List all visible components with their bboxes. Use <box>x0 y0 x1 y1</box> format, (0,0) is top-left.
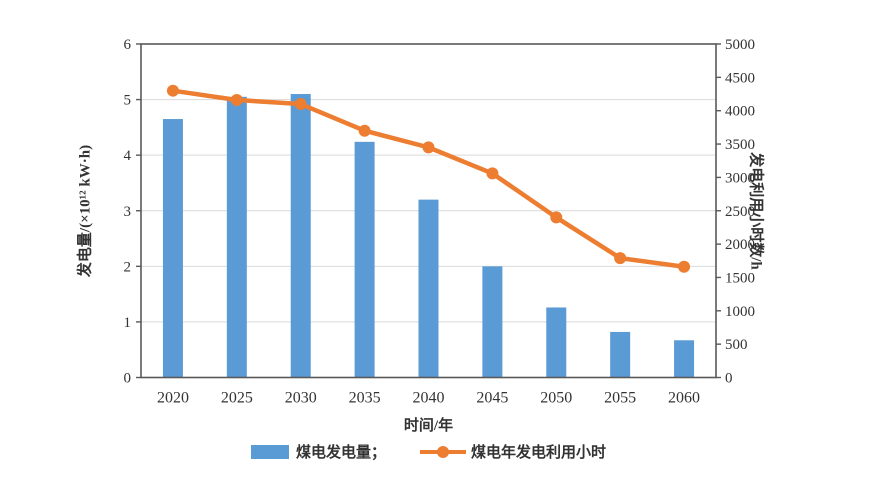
right-axis-tick-label: 500 <box>725 337 748 353</box>
x-axis-tick-label: 2020 <box>157 390 189 407</box>
line-point-2040 <box>422 141 435 154</box>
bar-2020 <box>162 119 183 378</box>
bar-2055 <box>610 331 631 378</box>
left-axis-tick-label: 4 <box>124 148 132 164</box>
line-swatch-marker <box>437 445 449 458</box>
left-axis-tick-label: 6 <box>124 37 132 53</box>
line-point-2055 <box>614 252 627 265</box>
bar-2045 <box>482 266 503 378</box>
right-axis-tick-label: 5000 <box>725 37 755 53</box>
legend-bar-label: 煤电发电量； <box>295 445 386 461</box>
legend-item-line: 煤电年发电利用小时 <box>420 441 606 462</box>
line-point-2020 <box>166 84 179 97</box>
bar-2060 <box>674 340 695 378</box>
x-axis-tick-label: 2050 <box>540 390 572 407</box>
bar-2030 <box>290 94 311 378</box>
bar-2035 <box>354 141 375 378</box>
bar-2040 <box>418 199 439 378</box>
right-axis-tick-label: 1000 <box>725 304 755 320</box>
line-point-2025 <box>230 94 243 107</box>
x-axis-tick-label: 2045 <box>476 390 508 407</box>
legend-line-label: 煤电年发电利用小时 <box>471 445 607 461</box>
left-axis-tick-label: 2 <box>124 259 132 275</box>
legend: 煤电发电量； 煤电年发电利用小时 <box>141 441 716 462</box>
left-axis-tick-label: 3 <box>124 204 132 220</box>
x-axis-title: 时间/年 <box>403 418 454 434</box>
line-point-2030 <box>294 98 307 111</box>
left-axis-title: 发电量/(×10¹² kW·h) <box>77 144 94 278</box>
x-axis-tick-label: 2025 <box>221 390 253 407</box>
x-axis-tick-label: 2060 <box>668 390 700 407</box>
bar-2025 <box>226 96 247 378</box>
left-axis-tick-label: 1 <box>124 315 132 331</box>
right-axis-tick-label: 4000 <box>725 104 755 120</box>
x-axis-tick-label: 2030 <box>285 390 317 407</box>
right-axis-tick-label: 1500 <box>725 270 755 286</box>
line-point-2060 <box>678 260 691 273</box>
right-axis-tick-label: 2500 <box>725 204 755 220</box>
right-axis-tick-label: 0 <box>725 371 733 387</box>
bar-series-swatch <box>250 444 289 459</box>
right-axis-tick-label: 2000 <box>725 237 755 253</box>
line-point-2035 <box>358 124 371 137</box>
left-axis-tick-label: 5 <box>124 93 132 109</box>
x-axis-tick-label: 2035 <box>349 390 381 407</box>
right-axis-title: 发电利用小时数/h <box>747 152 764 270</box>
x-axis-tick-label: 2055 <box>604 390 636 407</box>
right-axis-tick-label: 3000 <box>725 170 755 186</box>
left-axis-tick-label: 0 <box>124 371 132 387</box>
right-axis-tick-label: 3500 <box>725 137 755 153</box>
x-axis-tick-label: 2040 <box>413 390 445 407</box>
line-point-2050 <box>550 211 563 224</box>
line-point-2045 <box>486 167 499 180</box>
line-series-swatch <box>420 445 466 458</box>
bar-2050 <box>546 307 567 378</box>
right-axis-tick-label: 4500 <box>725 70 755 86</box>
legend-item-bar: 煤电发电量； <box>250 441 386 462</box>
